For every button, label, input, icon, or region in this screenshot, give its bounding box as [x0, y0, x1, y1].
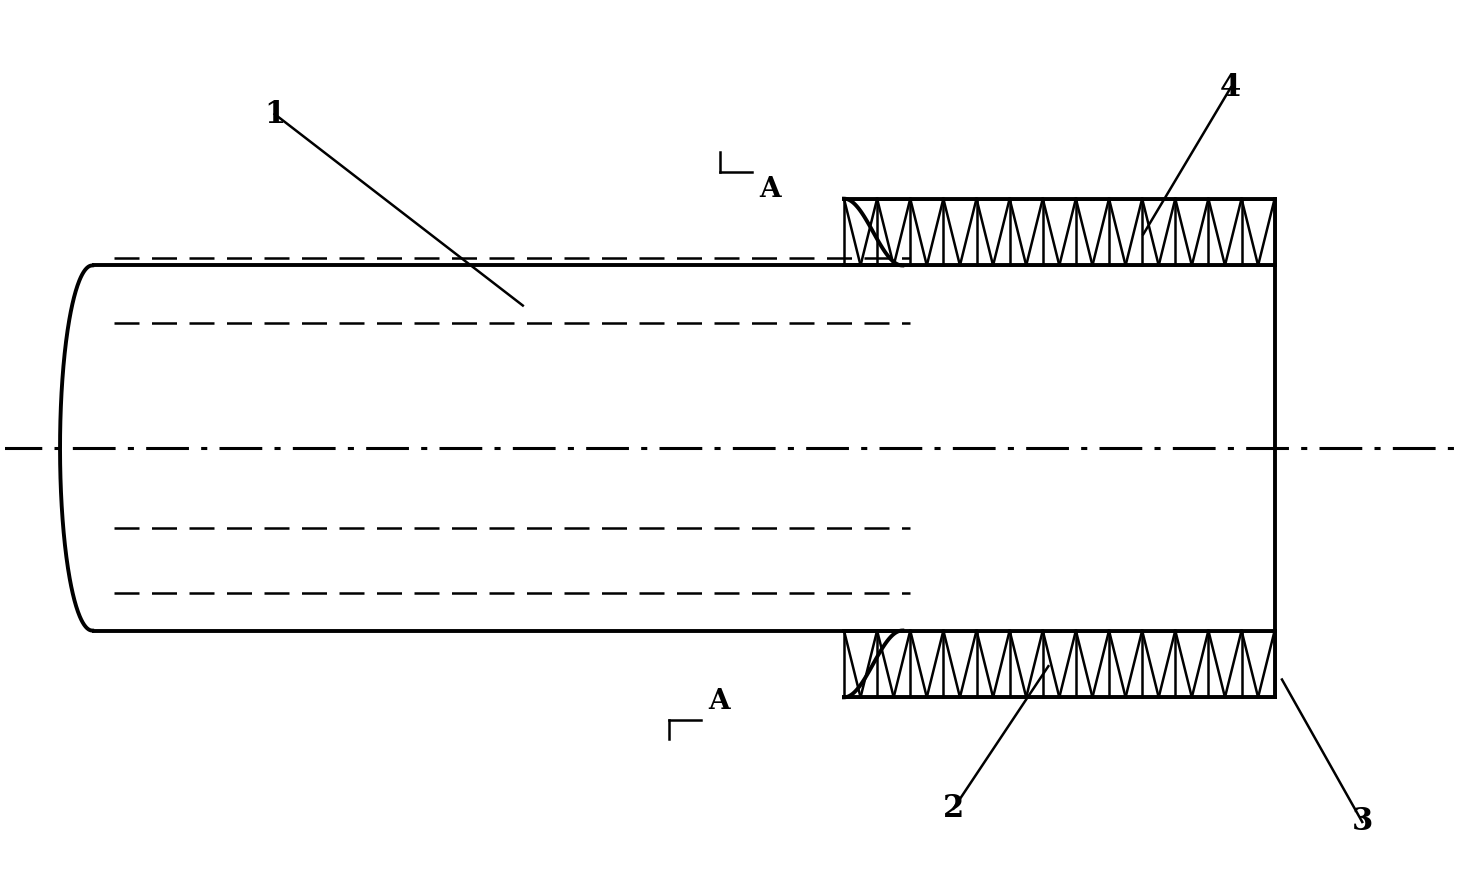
Text: 4: 4	[1221, 72, 1241, 103]
Text: 1: 1	[264, 99, 285, 130]
Text: A: A	[759, 177, 782, 203]
Text: 3: 3	[1351, 806, 1374, 838]
Text: 2: 2	[943, 793, 964, 824]
Text: A: A	[708, 688, 730, 715]
